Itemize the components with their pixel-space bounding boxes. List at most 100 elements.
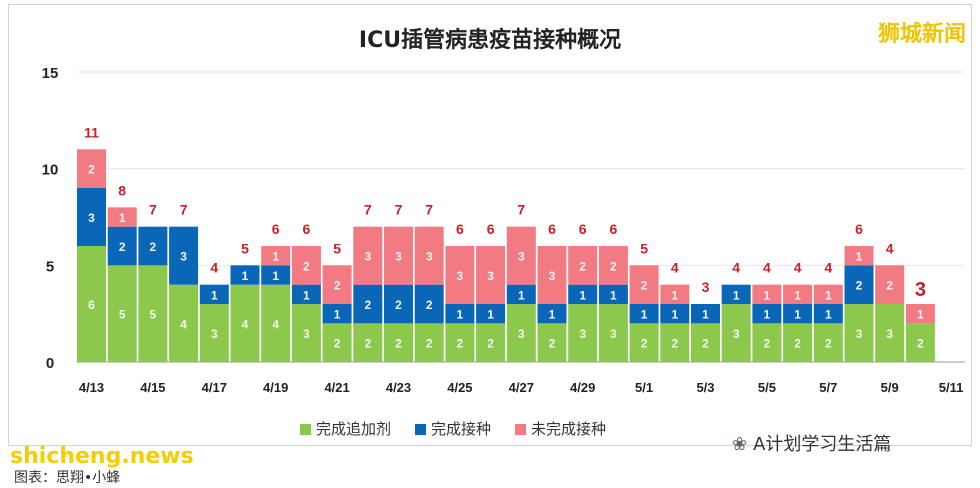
segment-label: 1 xyxy=(334,308,341,322)
bar-segment xyxy=(813,323,843,362)
segment-label: 2 xyxy=(794,337,801,351)
segment-label: 2 xyxy=(334,337,341,351)
bar-segment xyxy=(905,323,935,362)
total-label: 7 xyxy=(395,202,403,218)
bar-segment xyxy=(384,226,413,285)
bar-segment xyxy=(844,265,874,304)
bar-segment xyxy=(322,265,352,304)
segment-label: 2 xyxy=(364,298,371,312)
total-label: 4 xyxy=(886,240,894,256)
segment-label: 2 xyxy=(395,298,402,312)
bar-segment xyxy=(752,304,782,324)
bar-segment xyxy=(169,226,199,285)
bar-segment xyxy=(322,323,352,362)
segment-label: 3 xyxy=(364,250,371,264)
legend: 完成追加剂 完成接种 未完成接种 xyxy=(300,420,606,438)
segment-label: 1 xyxy=(457,308,464,322)
bar-segment xyxy=(875,265,905,304)
x-tick-label: 5/11 xyxy=(939,380,964,395)
bar-segment xyxy=(752,323,782,362)
segment-label: 3 xyxy=(549,269,556,283)
legend-label: 未完成接种 xyxy=(531,420,607,438)
total-label: 6 xyxy=(855,221,863,237)
bar-segment xyxy=(660,323,690,362)
segment-label: 3 xyxy=(303,327,310,341)
legend-swatch xyxy=(515,423,527,435)
bar-segment xyxy=(169,284,199,362)
segment-label: 3 xyxy=(426,250,433,264)
total-label: 7 xyxy=(180,202,188,218)
total-label: 7 xyxy=(517,202,525,218)
segment-label: 3 xyxy=(579,327,586,341)
segment-label: 1 xyxy=(242,269,249,283)
x-tick-label: 5/9 xyxy=(881,380,899,395)
segment-label: 1 xyxy=(119,211,126,225)
bar-segment xyxy=(476,246,506,304)
bar-segment xyxy=(721,304,751,362)
bar-segment xyxy=(905,304,935,324)
bar-segment xyxy=(291,246,321,285)
segment-label: 2 xyxy=(426,298,433,312)
bar-segment xyxy=(445,246,475,304)
segment-label: 2 xyxy=(334,279,341,293)
wechat-account: ❀ A计划学习生活篇 xyxy=(732,434,892,455)
x-tick-label: 4/15 xyxy=(140,380,165,395)
bar-segment xyxy=(660,304,690,324)
total-label: 6 xyxy=(456,221,464,237)
segment-label: 3 xyxy=(487,269,494,283)
y-tick-label: 0 xyxy=(46,355,54,372)
x-tick-label: 5/3 xyxy=(696,380,714,395)
bar-segment xyxy=(353,284,383,324)
segment-label: 1 xyxy=(794,308,801,322)
segment-label: 2 xyxy=(303,259,310,273)
legend-item: 未完成接种 xyxy=(515,420,606,438)
total-label: 4 xyxy=(794,260,802,276)
segment-label: 3 xyxy=(733,327,740,341)
bar-segment xyxy=(598,304,628,362)
bar-segment xyxy=(506,226,536,285)
total-label: 3 xyxy=(702,279,710,295)
total-label: 4 xyxy=(671,260,679,276)
segment-label: 3 xyxy=(518,250,525,264)
segment-label: 2 xyxy=(702,337,709,351)
segment-label: 2 xyxy=(364,337,371,351)
bar-segment xyxy=(138,226,168,266)
y-tick-label: 10 xyxy=(42,162,59,179)
chart-title: ICU插管病患疫苗接种概况 xyxy=(358,28,622,53)
total-label: 6 xyxy=(579,221,587,237)
bar-segment xyxy=(77,188,106,246)
bar-segment xyxy=(199,304,229,362)
segment-label: 2 xyxy=(764,337,771,351)
segment-label: 3 xyxy=(610,327,617,341)
segment-label: 1 xyxy=(211,288,218,302)
segment-label: 1 xyxy=(487,308,494,322)
segment-label: 1 xyxy=(917,308,924,322)
chart-frame xyxy=(8,4,972,446)
y-tick-label: 5 xyxy=(46,258,54,275)
segment-label: 4 xyxy=(242,317,249,331)
segment-label: 5 xyxy=(150,308,157,322)
segment-label: 2 xyxy=(119,240,126,254)
x-tick-label: 4/19 xyxy=(263,380,288,395)
bar-segment xyxy=(691,323,720,362)
bar-segment xyxy=(752,284,782,304)
watermark: shicheng.news xyxy=(10,444,194,469)
segment-label: 2 xyxy=(457,337,464,351)
legend-swatch xyxy=(300,423,311,435)
segment-label: 2 xyxy=(610,259,617,273)
bar-segment xyxy=(291,304,321,362)
segment-label: 2 xyxy=(395,337,402,351)
x-tick-label: 5/7 xyxy=(819,380,837,395)
legend-item: 完成接种 xyxy=(415,420,491,438)
x-tick-label: 5/5 xyxy=(758,380,776,395)
segment-label: 2 xyxy=(825,337,832,351)
x-tick-label: 5/1 xyxy=(635,380,653,395)
segment-label: 3 xyxy=(395,250,402,264)
segment-label: 1 xyxy=(641,308,648,322)
total-label: 3 xyxy=(915,279,926,301)
segment-label: 6 xyxy=(88,298,95,312)
total-label: 6 xyxy=(303,221,311,237)
bar-segment xyxy=(506,284,536,304)
bar-segment xyxy=(844,246,874,266)
total-label: 5 xyxy=(241,240,249,256)
